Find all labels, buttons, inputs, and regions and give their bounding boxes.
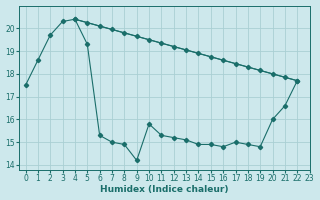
X-axis label: Humidex (Indice chaleur): Humidex (Indice chaleur) [100,185,229,194]
